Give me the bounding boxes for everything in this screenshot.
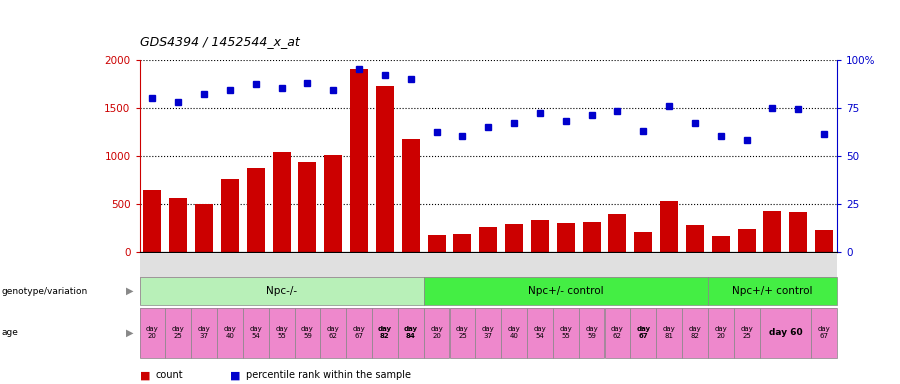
Text: day
54: day 54 <box>249 326 262 339</box>
Text: day
82: day 82 <box>378 326 392 339</box>
Bar <box>247 168 265 252</box>
Text: day
54: day 54 <box>534 326 546 339</box>
Text: age: age <box>2 328 19 338</box>
Text: count: count <box>156 370 184 380</box>
Text: day
67: day 67 <box>636 326 651 339</box>
Bar <box>531 220 549 252</box>
Text: percentile rank within the sample: percentile rank within the sample <box>246 370 410 380</box>
Bar <box>428 235 446 252</box>
Bar <box>169 198 187 252</box>
Text: ▶: ▶ <box>126 286 133 296</box>
Bar <box>324 155 342 252</box>
Text: day
67: day 67 <box>818 326 831 339</box>
Text: day
20: day 20 <box>430 326 443 339</box>
Bar <box>789 212 807 252</box>
Bar <box>143 190 161 252</box>
Bar <box>273 152 291 252</box>
Bar <box>634 232 652 252</box>
Bar <box>557 223 575 252</box>
Bar <box>582 222 600 252</box>
Bar <box>660 200 678 252</box>
Text: Npc-/-: Npc-/- <box>266 286 297 296</box>
Text: day
25: day 25 <box>172 326 184 339</box>
Bar <box>505 223 523 252</box>
Text: Npc+/+ control: Npc+/+ control <box>733 286 813 296</box>
Text: day
62: day 62 <box>611 326 624 339</box>
Bar <box>195 204 213 252</box>
Bar <box>479 227 498 252</box>
Text: day
59: day 59 <box>301 326 314 339</box>
Bar <box>350 69 368 252</box>
Text: GDS4394 / 1452544_x_at: GDS4394 / 1452544_x_at <box>140 35 299 48</box>
Text: ■: ■ <box>140 370 150 380</box>
Text: day
20: day 20 <box>146 326 158 339</box>
Text: day
37: day 37 <box>198 326 211 339</box>
Text: day
25: day 25 <box>456 326 469 339</box>
Text: Npc+/- control: Npc+/- control <box>528 286 604 296</box>
Bar <box>686 225 704 252</box>
Bar <box>712 236 730 252</box>
Text: day
62: day 62 <box>327 326 339 339</box>
Bar <box>454 234 472 252</box>
Text: day
40: day 40 <box>508 326 520 339</box>
Text: day
55: day 55 <box>560 326 572 339</box>
Text: day 60: day 60 <box>769 328 802 338</box>
Bar <box>376 86 394 252</box>
Text: ▶: ▶ <box>126 328 133 338</box>
Text: day
25: day 25 <box>740 326 753 339</box>
Text: day
67: day 67 <box>353 326 365 339</box>
Text: day
37: day 37 <box>482 326 495 339</box>
Text: day
20: day 20 <box>715 326 727 339</box>
Bar <box>815 230 833 252</box>
Text: day
59: day 59 <box>585 326 598 339</box>
Text: day
40: day 40 <box>223 326 237 339</box>
Text: day
82: day 82 <box>688 326 701 339</box>
Text: genotype/variation: genotype/variation <box>2 287 88 296</box>
Text: day
81: day 81 <box>662 326 676 339</box>
Bar <box>763 211 781 252</box>
Bar <box>401 139 419 252</box>
Text: ■: ■ <box>230 370 240 380</box>
Text: day
55: day 55 <box>275 326 288 339</box>
Text: day
84: day 84 <box>404 326 418 339</box>
Bar <box>220 179 239 252</box>
Bar <box>737 230 756 252</box>
Bar <box>299 162 317 252</box>
Bar <box>608 214 626 252</box>
